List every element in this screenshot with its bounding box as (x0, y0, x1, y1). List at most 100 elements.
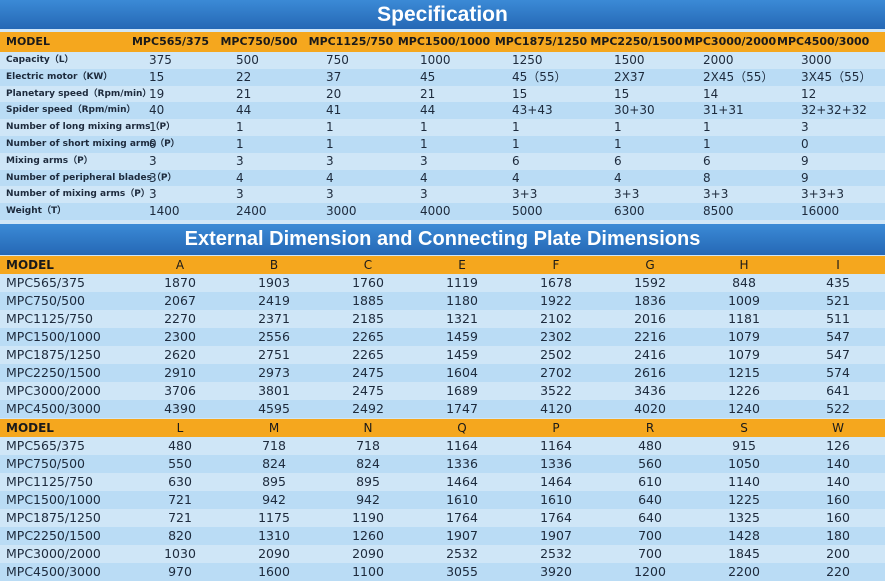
header-cell: I (836, 258, 840, 272)
value-cell: 895 (262, 474, 286, 490)
value-cell: 3 (326, 153, 334, 168)
spec-row: Number of mixing arms（P） 3 3 3 3 3+3 3+3 3+3 3+3… (0, 186, 885, 204)
value-cell: 3 (326, 187, 334, 202)
value-cell: 1 (512, 137, 520, 151)
value-cell: 22 (236, 69, 252, 84)
value-cell: 3 (149, 153, 157, 168)
value-cell: 1764 (540, 510, 572, 526)
spec-row: Electric motor（KW） 15 22 37 45 45（55） 2X37 2X45… (0, 68, 885, 86)
dimension-row: MPC1875/1250 2620 2751 2265 1459 2502 2416 1079… (0, 346, 885, 365)
spec-row: Number of peripheral blades（P） 3 4 4 4 4 4 8 9 (0, 169, 885, 187)
value-cell: 1180 (446, 293, 478, 309)
value-cell: 721 (168, 492, 192, 508)
value-cell: 1200 (634, 564, 666, 580)
dimension-row: MPC1125/750 2270 2371 2185 1321 2102 2016 1181 5… (0, 310, 885, 329)
dimension-row: MPC1500/1000 721 942 942 1610 1610 640 1225 160 (0, 491, 885, 510)
row-label: Spider speed（Rpm/min） (6, 105, 136, 116)
value-cell: 2620 (164, 347, 196, 363)
value-cell: 1760 (352, 275, 384, 290)
value-cell: 610 (638, 474, 662, 490)
header-cell: P (552, 421, 560, 435)
value-cell: 40 (149, 103, 165, 118)
value-cell: 1226 (728, 383, 760, 399)
value-cell: 1260 (352, 528, 384, 544)
row-label: Number of mixing arms（P） (6, 189, 150, 200)
value-cell: 3522 (540, 383, 572, 399)
row-label: Number of long mixing arms（P） (6, 122, 176, 133)
value-cell: 1400 (149, 204, 180, 219)
value-cell: 2532 (446, 546, 478, 562)
value-cell: 480 (168, 438, 192, 453)
row-label: Mixing arms（P） (6, 155, 93, 166)
value-cell: 1336 (446, 456, 478, 472)
value-cell: 3920 (540, 564, 572, 580)
spec-row: Capacity（L） 375 500 750 1000 1250 1500 2000 3000 (0, 52, 885, 69)
value-cell: 3 (420, 153, 428, 168)
value-cell: 1215 (728, 365, 760, 381)
row-label: Planetary speed（Rpm/min） (6, 88, 152, 99)
value-cell: 3X45（55） (801, 69, 872, 84)
value-cell: 547 (826, 329, 850, 345)
value-cell: 1030 (164, 546, 196, 562)
value-cell: 824 (262, 456, 286, 472)
value-cell: 14 (703, 86, 719, 101)
value-cell: 640 (638, 492, 662, 508)
value-cell: 721 (168, 510, 192, 526)
spec-row: Number of long mixing arms（P） 1 1 1 1 1 1 1 3 (0, 119, 885, 136)
row-label: Number of short mixing arms（P） (6, 139, 180, 149)
value-cell: 2973 (258, 365, 290, 381)
value-cell: 4120 (540, 401, 572, 417)
dimension-header-row: MODEL A B C E F G H I (0, 256, 885, 274)
value-cell: 1907 (540, 528, 572, 544)
value-cell: 1164 (446, 438, 478, 453)
value-cell: 15 (149, 69, 165, 84)
dimension-row: MPC750/500 2067 2419 1885 1180 1922 1836 1009 52… (0, 292, 885, 311)
header-cell: MPC1875/1250 (494, 35, 588, 48)
value-cell: 4 (614, 170, 622, 185)
value-cell: 2492 (352, 401, 384, 417)
value-cell: 160 (826, 492, 850, 508)
value-cell: 3+3 (512, 187, 538, 202)
header-cell: H (739, 258, 749, 272)
value-cell: 4390 (164, 401, 196, 417)
value-cell: 6 (614, 153, 622, 168)
value-cell: 1 (614, 137, 622, 151)
model-cell: MPC565/375 (6, 438, 85, 453)
value-cell: 9 (801, 153, 809, 168)
dimension-row: MPC2250/1500 2910 2973 2475 1604 2702 2616 1215… (0, 364, 885, 383)
value-cell: 550 (168, 456, 192, 472)
value-cell: 895 (356, 474, 380, 490)
value-cell: 640 (638, 510, 662, 526)
value-cell: 2102 (540, 311, 572, 327)
value-cell: 1190 (352, 510, 384, 526)
value-cell: 630 (168, 474, 192, 490)
header-cell: MODEL (6, 258, 54, 272)
spec-row: Planetary speed（Rpm/min） 19 21 20 21 15 15 14 12 (0, 85, 885, 103)
value-cell: 1079 (728, 329, 760, 345)
value-cell: 2300 (164, 329, 196, 345)
header-cell: A (175, 258, 185, 272)
value-cell: 45（55） (512, 69, 567, 84)
dimension-header-row: MODEL L M N Q P R S W (0, 419, 885, 437)
value-cell: 1164 (540, 438, 572, 453)
value-cell: 700 (638, 528, 662, 544)
value-cell: 1 (703, 120, 711, 135)
row-label: Electric motor（KW） (6, 71, 113, 82)
header-cell: MODEL (6, 35, 50, 48)
value-cell: 718 (262, 438, 286, 453)
value-cell: 2067 (164, 293, 196, 309)
value-cell: 750 (326, 53, 349, 67)
value-cell: 8500 (703, 204, 734, 219)
value-cell: 126 (826, 438, 850, 453)
value-cell: 2000 (703, 53, 734, 67)
header-cell: MPC2250/1500 (590, 35, 683, 48)
value-cell: 2371 (258, 311, 290, 327)
value-cell: 3000 (326, 204, 357, 219)
header-cell: F (552, 258, 560, 272)
value-cell: 824 (356, 456, 380, 472)
value-cell: 16000 (801, 204, 840, 219)
value-cell: 1 (420, 120, 428, 135)
value-cell: 3 (149, 187, 157, 202)
value-cell: 1459 (446, 347, 478, 363)
value-cell: 970 (168, 564, 192, 580)
